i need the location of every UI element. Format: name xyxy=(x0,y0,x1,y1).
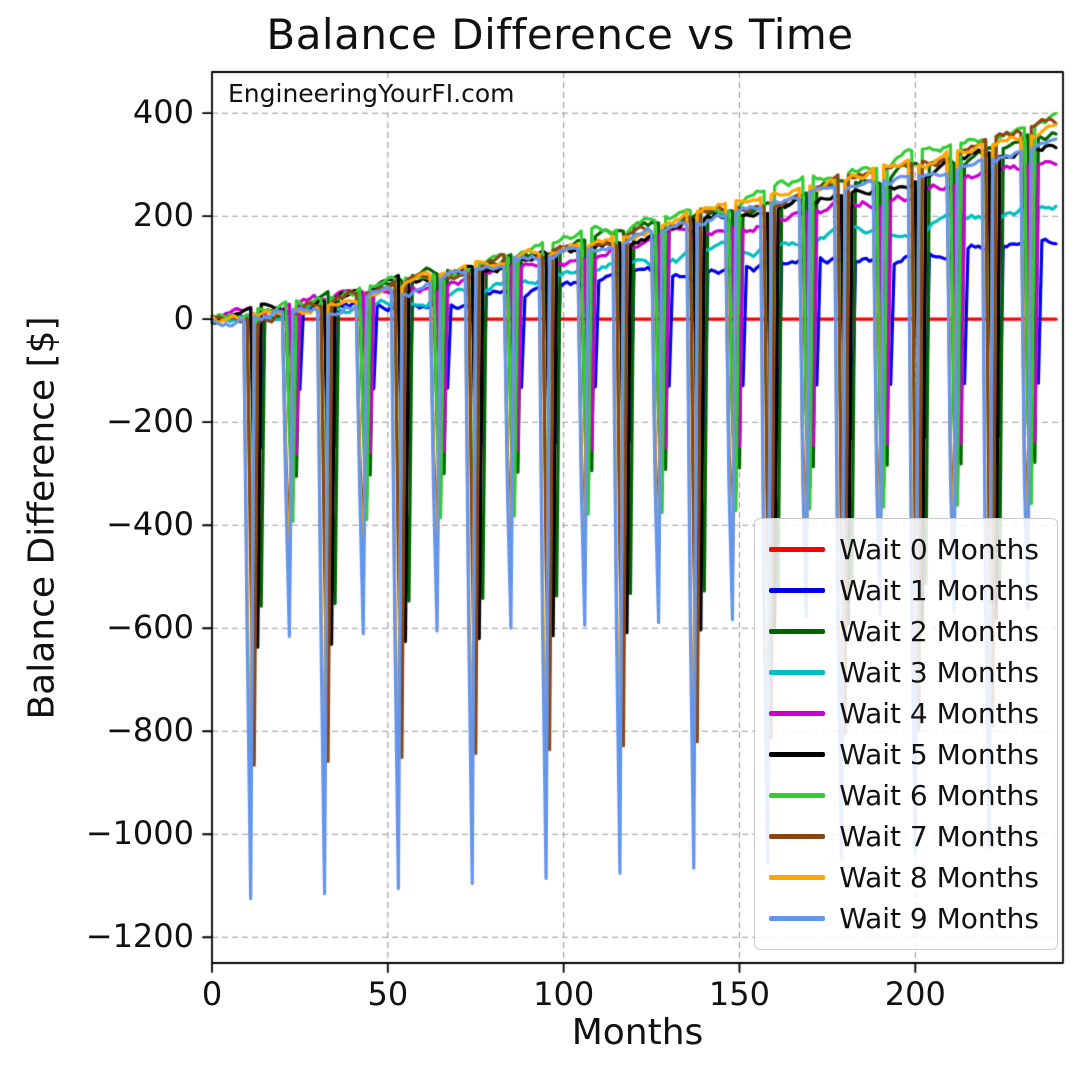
legend-item: Wait 9 Months xyxy=(769,898,1039,939)
legend-line-swatch xyxy=(769,875,826,880)
watermark-text: EngineeringYourFI.com xyxy=(222,78,521,109)
y-tick-label: −600 xyxy=(106,608,194,647)
legend-item: Wait 7 Months xyxy=(769,816,1039,857)
legend-item: Wait 8 Months xyxy=(769,857,1039,898)
legend-item-label: Wait 2 Months xyxy=(839,615,1039,648)
x-tick-label: 200 xyxy=(884,975,946,1013)
legend-item: Wait 0 Months xyxy=(769,529,1039,570)
legend-line-swatch xyxy=(769,793,826,798)
legend-item-label: Wait 8 Months xyxy=(839,861,1039,894)
y-tick-label: 200 xyxy=(132,196,194,235)
chart-title: Balance Difference vs Time xyxy=(266,10,854,59)
legend-item: Wait 1 Months xyxy=(769,570,1039,611)
legend-item: Wait 5 Months xyxy=(769,734,1039,775)
legend-item: Wait 6 Months xyxy=(769,775,1039,816)
x-tick-label: 50 xyxy=(367,975,409,1013)
x-tick-label: 150 xyxy=(708,975,770,1013)
y-tick-label: −400 xyxy=(106,505,194,544)
legend-line-swatch xyxy=(769,629,826,634)
legend-item: Wait 2 Months xyxy=(769,611,1039,652)
legend-line-swatch xyxy=(769,547,826,552)
legend-item-label: Wait 3 Months xyxy=(839,656,1039,689)
x-tick-label: 0 xyxy=(201,975,223,1013)
legend-item: Wait 3 Months xyxy=(769,652,1039,693)
legend-line-swatch xyxy=(769,752,826,757)
legend-item-label: Wait 5 Months xyxy=(839,738,1039,771)
legend-line-swatch xyxy=(769,711,826,716)
legend-line-swatch xyxy=(769,588,826,593)
legend-line-swatch xyxy=(769,834,826,839)
y-tick-label: −1200 xyxy=(85,917,194,956)
y-tick-label: −800 xyxy=(106,711,194,750)
legend-line-swatch xyxy=(769,916,826,921)
legend: Wait 0 Months Wait 1 Months Wait 2 Months W… xyxy=(754,518,1058,950)
y-tick-label: 400 xyxy=(132,93,194,132)
y-tick-label: 0 xyxy=(173,299,194,338)
y-tick-label: −1000 xyxy=(85,814,194,853)
x-axis-label: Months xyxy=(571,1012,704,1053)
legend-item-label: Wait 1 Months xyxy=(839,574,1039,607)
legend-item-label: Wait 4 Months xyxy=(839,697,1039,730)
legend-line-swatch xyxy=(769,670,826,675)
x-tick-label: 100 xyxy=(533,975,595,1013)
legend-item-label: Wait 6 Months xyxy=(839,779,1039,812)
legend-item-label: Wait 7 Months xyxy=(839,820,1039,853)
legend-item: Wait 4 Months xyxy=(769,693,1039,734)
y-tick-label: −200 xyxy=(106,402,194,441)
legend-item-label: Wait 0 Months xyxy=(839,533,1039,566)
legend-item-label: Wait 9 Months xyxy=(839,902,1039,935)
